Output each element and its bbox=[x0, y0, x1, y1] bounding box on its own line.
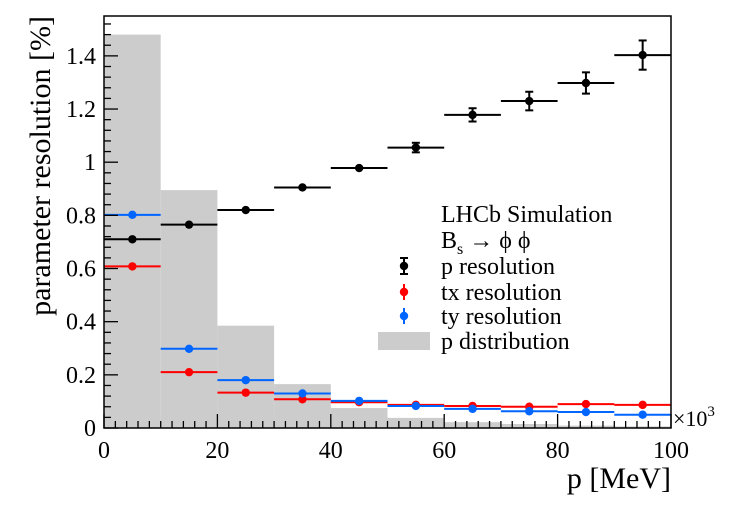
histogram-bar bbox=[330, 408, 388, 428]
data-point bbox=[581, 78, 591, 88]
y-tick-label: 0.4 bbox=[66, 310, 96, 336]
x-tick-label: 0 bbox=[98, 438, 110, 464]
data-point bbox=[298, 389, 307, 398]
y-tick-label: 1.2 bbox=[66, 97, 96, 123]
histogram-bar bbox=[500, 424, 558, 428]
data-point bbox=[354, 163, 364, 173]
data-point bbox=[241, 205, 250, 215]
legend-label: ty resolution bbox=[441, 304, 562, 330]
data-point bbox=[184, 220, 194, 229]
data-point bbox=[184, 344, 194, 353]
data-point bbox=[468, 404, 477, 414]
y-tick-label: 1 bbox=[84, 150, 96, 176]
data-point bbox=[128, 210, 137, 220]
data-point bbox=[581, 399, 591, 409]
data-point bbox=[638, 400, 647, 410]
data-point bbox=[184, 367, 194, 377]
data-point bbox=[638, 410, 647, 419]
x-multiplier-exponent: 3 bbox=[707, 404, 715, 420]
data-point bbox=[354, 396, 364, 406]
histogram-layer bbox=[104, 34, 671, 429]
legend-decay-sub: s bbox=[457, 241, 463, 258]
x-axis-label: p [MeV] bbox=[567, 462, 671, 495]
histogram-bar bbox=[614, 426, 671, 428]
legend-entry: p distribution bbox=[378, 329, 570, 355]
legend-marker bbox=[399, 287, 409, 297]
legend: LHCb Simulation Bs → ϕ ϕ p resolutiontx … bbox=[378, 202, 612, 355]
histogram-bar bbox=[557, 425, 615, 428]
data-point bbox=[128, 235, 137, 244]
data-point bbox=[411, 143, 421, 152]
data-point bbox=[411, 401, 421, 411]
x-axis-multiplier: ×103 bbox=[673, 404, 715, 431]
data-point bbox=[241, 388, 250, 397]
legend-decay-rest: → ϕ ϕ bbox=[463, 228, 530, 254]
legend-label: tx resolution bbox=[441, 280, 562, 306]
histogram-bar bbox=[387, 417, 445, 428]
legend-marker bbox=[399, 311, 409, 321]
series-ty-resolution bbox=[104, 210, 671, 419]
y-tick-label: 0.8 bbox=[66, 203, 96, 229]
legend-label: p distribution bbox=[441, 329, 570, 355]
x-tick-label: 100 bbox=[653, 438, 689, 464]
x-tick-label: 20 bbox=[205, 438, 229, 464]
data-point bbox=[468, 110, 477, 120]
series-p-resolution bbox=[104, 39, 671, 244]
x-multiplier-base: ×10 bbox=[673, 406, 707, 431]
ticks-layer: 0 20 40 60 80 100 0 0.2 0.4 0.6 0.8 1 1.2 1.4 bbox=[66, 23, 689, 464]
data-point bbox=[525, 407, 534, 416]
series-layer bbox=[104, 39, 671, 419]
histogram-bar bbox=[444, 422, 501, 428]
data-point bbox=[638, 50, 647, 60]
legend-header: LHCb Simulation bbox=[441, 202, 612, 228]
legend-entry: ty resolution bbox=[399, 304, 562, 330]
y-tick-label: 0.2 bbox=[66, 363, 96, 389]
data-point bbox=[525, 96, 534, 106]
data-point bbox=[298, 395, 307, 404]
x-tick-label: 40 bbox=[319, 438, 343, 464]
data-point bbox=[298, 183, 307, 192]
legend-entry: tx resolution bbox=[399, 280, 562, 306]
x-tick-label: 60 bbox=[432, 438, 456, 464]
legend-entry: p resolution bbox=[399, 254, 555, 280]
legend-marker bbox=[399, 261, 409, 271]
data-point bbox=[581, 407, 591, 417]
x-tick-label: 80 bbox=[546, 438, 570, 464]
y-axis-label: parameter resolution [%] bbox=[24, 16, 57, 316]
data-point bbox=[241, 375, 250, 385]
histogram-bar bbox=[104, 34, 161, 429]
data-point bbox=[128, 262, 137, 271]
y-tick-label: 0 bbox=[84, 416, 96, 442]
histogram-bar bbox=[160, 190, 218, 428]
y-tick-label: 1.4 bbox=[66, 44, 96, 70]
legend-decay-main: B bbox=[441, 228, 457, 254]
legend-label: p resolution bbox=[441, 254, 555, 280]
y-tick-label: 0.6 bbox=[66, 257, 96, 283]
legend-swatch bbox=[378, 332, 430, 350]
legend-decay: Bs → ϕ ϕ bbox=[441, 228, 531, 258]
